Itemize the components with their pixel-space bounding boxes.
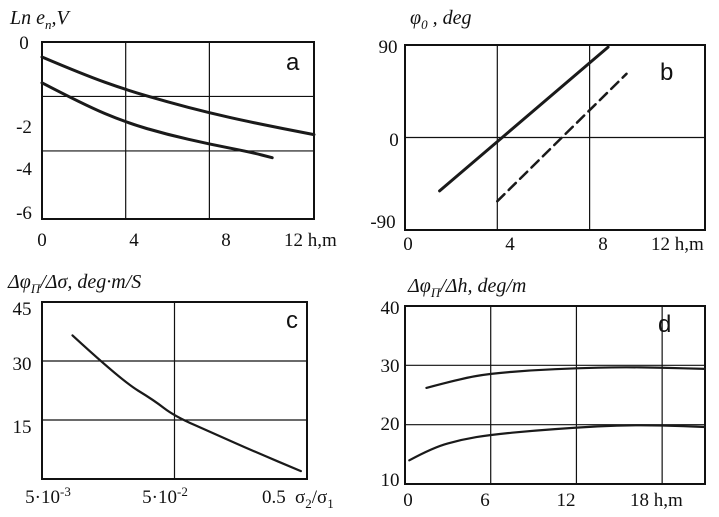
panel-d-xtick-1: 6 — [480, 490, 490, 511]
panel-b-ytick-0: 90 — [379, 37, 398, 58]
panel-d-letter: d — [658, 311, 671, 338]
panel-c-ytick-2: 15 — [13, 417, 32, 438]
panel-a: Ln eп,V a 0 -2 -4 -6 0 4 8 12 h,m — [9, 7, 337, 251]
panel-c-xtick-1: 5·10-2 — [142, 484, 188, 508]
panel-d-ytick-3: 10 — [381, 470, 400, 491]
panel-a-frame — [41, 41, 315, 220]
panel-a-title: Ln eп,V — [9, 7, 72, 32]
panel-d-xtick-0: 0 — [403, 490, 413, 511]
panel-a-xtick-3: 12 h,m — [284, 230, 337, 251]
panel-d-ytick-1: 30 — [381, 356, 400, 377]
panel-a-xtick-2: 8 — [221, 230, 231, 251]
panel-c-xlabel: σ2/σ1 — [295, 487, 334, 511]
panel-a-series — [40, 55, 316, 160]
panel-c: ΔφП/Δσ, deg·m/S c 45 30 15 5·10-3 5·10-2… — [7, 271, 334, 511]
panel-b-xtick-2: 8 — [598, 234, 608, 255]
panel-b-xtick-3: 12 h,m — [651, 234, 704, 255]
panel-b-ytick-1: 0 — [389, 130, 399, 151]
panel-b-title: φ0 , deg — [410, 7, 471, 32]
panel-a-grid — [42, 42, 314, 219]
panel-b-series — [438, 45, 628, 203]
panel-c-grid — [42, 302, 307, 479]
panel-b-series-1 — [496, 72, 628, 203]
panel-a-series-1 — [40, 81, 274, 160]
panel-b-letter: b — [660, 59, 673, 86]
panel-b-ytick-2: -90 — [370, 212, 395, 233]
panel-a-ytick-1: -2 — [16, 117, 32, 138]
panel-c-xtick-2: 0.5 — [262, 487, 286, 508]
panel-d-xtick-3: 18 h,m — [630, 490, 683, 511]
panel-b-xtick-1: 4 — [505, 234, 515, 255]
panel-d-series — [408, 366, 707, 462]
panel-b-grid — [405, 45, 705, 230]
panel-c-letter: c — [286, 307, 298, 334]
panel-d-frame — [404, 305, 706, 485]
panel-a-ytick-0: 0 — [19, 33, 29, 54]
panel-d-series-1 — [408, 424, 707, 462]
panel-d-ytick-0: 40 — [381, 298, 400, 319]
panel-a-xtick-1: 4 — [129, 230, 139, 251]
panel-a-xtick-0: 0 — [37, 230, 47, 251]
panel-b: φ0 , deg b 90 0 -90 0 4 8 12 h,m — [370, 7, 706, 255]
panel-c-xtick-0: 5·10-3 — [25, 484, 71, 508]
panel-d: ΔφП/Δh, deg/m d 40 30 20 10 0 6 12 18 h,… — [381, 275, 707, 511]
panel-c-title: ΔφП/Δσ, deg·m/S — [7, 271, 141, 296]
panel-d-xtick-2: 12 — [557, 490, 576, 511]
panel-c-ytick-0: 45 — [13, 299, 32, 320]
panel-b-xtick-0: 0 — [403, 234, 413, 255]
panel-d-ytick-2: 20 — [381, 414, 400, 435]
panel-a-ytick-3: -6 — [16, 203, 32, 224]
panel-a-letter: a — [286, 49, 300, 76]
panel-b-series-0 — [438, 45, 610, 193]
panel-d-series-0 — [425, 366, 707, 389]
panel-a-series-0 — [40, 55, 316, 137]
panel-c-ytick-1: 30 — [13, 354, 32, 375]
panel-d-title: ΔφП/Δh, deg/m — [407, 275, 526, 300]
panel-a-ytick-2: -4 — [16, 159, 32, 180]
panel-c-series-0 — [71, 334, 302, 473]
panel-c-series — [71, 334, 302, 473]
